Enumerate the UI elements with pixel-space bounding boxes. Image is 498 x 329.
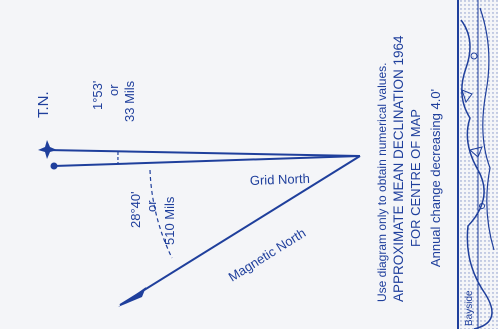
magnetic-north-arrow-icon [118, 287, 146, 307]
grid-angle-or: or [106, 84, 121, 96]
magnetic-north-label: Magnetic North [226, 225, 309, 284]
true-north-label: T.N. [35, 91, 52, 118]
grid-angle-degrees: 1°53' [90, 81, 105, 110]
true-north-line [46, 149, 361, 157]
note-usage: Use diagram only to obtain numerical val… [375, 63, 389, 302]
magnetic-angle-degrees: 28°40' [128, 191, 143, 228]
magnetic-angle-arc [149, 169, 173, 259]
note-declination: APPROXIMATE MEAN DECLINATION 1964 [391, 35, 406, 302]
map-fragment-text: Bayside [464, 290, 475, 326]
note-centre: FOR CENTRE OF MAP [408, 109, 423, 247]
grid-north-label: Grid North [250, 171, 310, 188]
magnetic-angle-mils: 510 Mils [162, 196, 177, 245]
grid-north-dot-icon [50, 162, 58, 170]
magnetic-angle-or: or [144, 200, 159, 212]
map-fragment: Bayside [457, 0, 498, 329]
grid-angle-mils: 33 Mils [122, 80, 137, 122]
grid-north-line [53, 155, 361, 167]
true-north-star-icon [38, 140, 57, 159]
magnetic-north-line [119, 155, 361, 306]
note-annual-change: Annual change decreasing 4.0' [428, 89, 443, 267]
